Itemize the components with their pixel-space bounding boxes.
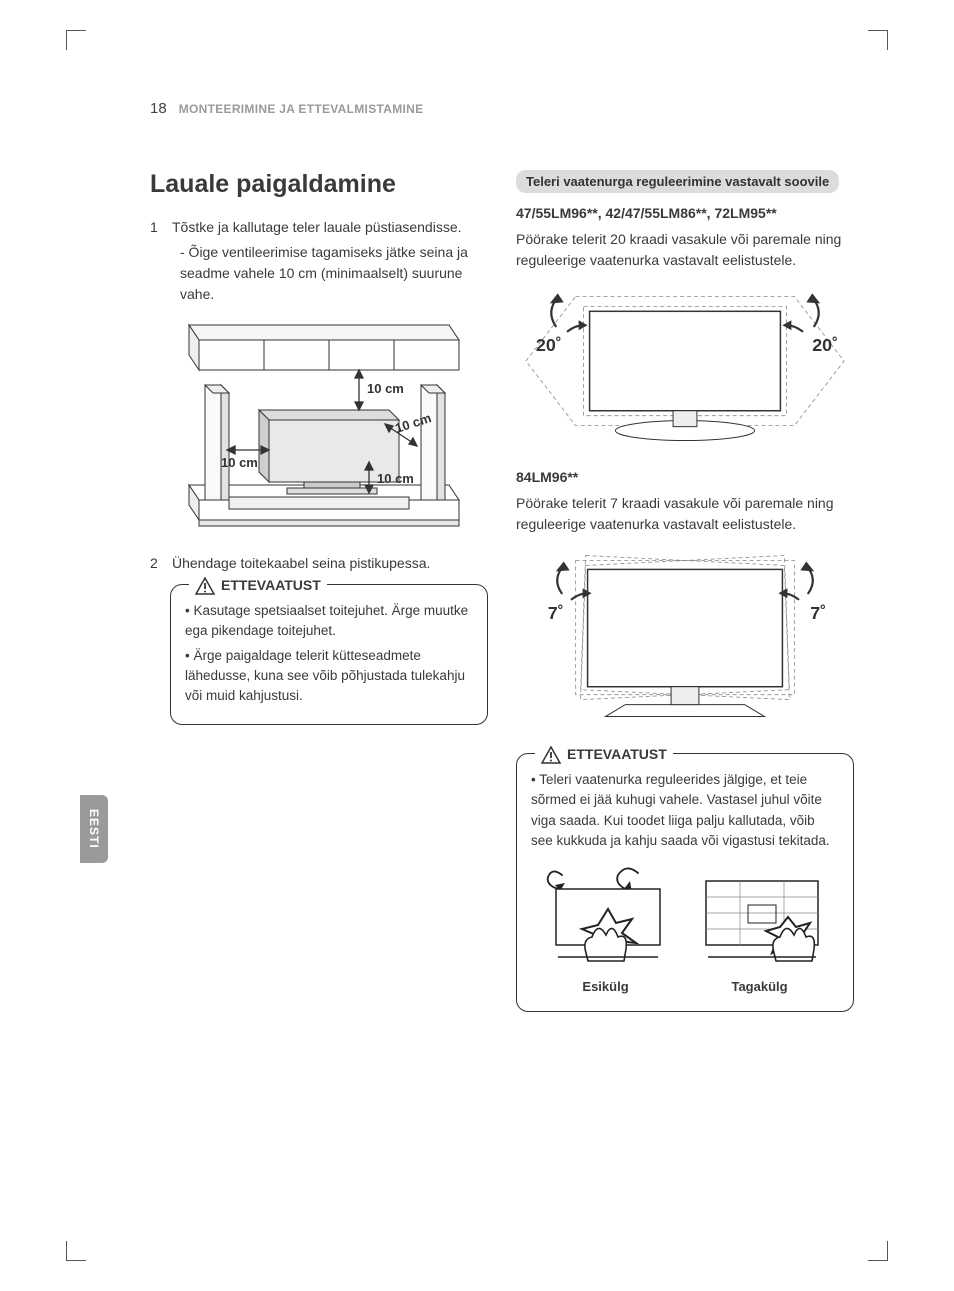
caution-label: ETTEVAATUST	[221, 575, 321, 596]
crop-mark	[868, 1241, 888, 1261]
warning-icon	[541, 746, 561, 764]
left-column: Lauale paigaldamine 1 Tõstke ja kallutag…	[150, 170, 488, 1012]
caution-item: Teleri vaatenurka reguleerides jälgige, …	[531, 770, 839, 851]
subsection-pill: Teleri vaatenurga reguleerimine vastaval…	[516, 170, 839, 193]
caution-box: ETTEVAATUST Kasutage spetsiaalset toitej…	[170, 584, 488, 725]
caution-box: ETTEVAATUST Teleri vaatenurka reguleerid…	[516, 753, 854, 1012]
page-header: 18 MONTEERIMINE JA ETTEVALMISTAMINE	[150, 100, 854, 117]
right-column: Teleri vaatenurga reguleerimine vastaval…	[516, 170, 854, 1012]
diagram-labels: Esikülg Tagakülg	[531, 977, 839, 997]
swivel-7-diagram: 7˚ 7˚	[516, 545, 854, 735]
paragraph: Pöörake telerit 7 kraadi vasakule või pa…	[516, 493, 854, 535]
step-subtext: - Õige ventileerimise tagamiseks jätke s…	[180, 242, 488, 305]
crop-mark	[868, 30, 888, 50]
section-header: MONTEERIMINE JA ETTEVALMISTAMINE	[179, 102, 424, 116]
caution-item: Kasutage spetsiaalset toitejuhet. Ärge m…	[185, 601, 473, 642]
warning-icon	[195, 577, 215, 595]
step-1: 1 Tõstke ja kallutage teler lauale püsti…	[150, 217, 488, 305]
angle-label: 20˚	[812, 335, 838, 355]
step-number: 2	[150, 553, 162, 574]
caution-title: ETTEVAATUST	[535, 744, 673, 765]
angle-label: 7˚	[548, 603, 564, 623]
swivel-20-diagram: 20˚ 20˚	[516, 281, 854, 451]
back-label: Tagakülg	[731, 977, 787, 997]
dim-label: 10 cm	[221, 455, 258, 470]
caution-label: ETTEVAATUST	[567, 744, 667, 765]
step-2: 2 Ühendage toitekaabel seina pistikupess…	[150, 553, 488, 574]
crop-mark	[66, 1241, 86, 1261]
step-number: 1	[150, 217, 162, 305]
angle-label: 7˚	[810, 603, 826, 623]
angle-label: 20˚	[536, 335, 562, 355]
front-pinch-diagram	[538, 861, 678, 971]
step-text: Tõstke ja kallutage teler lauale püstias…	[172, 217, 488, 238]
language-tab-label: EESTI	[87, 809, 101, 849]
page-number: 18	[150, 100, 167, 117]
clearance-diagram: 10 cm 10 cm 10 cm 10 cm	[150, 315, 488, 535]
dim-label: 10 cm	[377, 471, 414, 486]
model-list: 47/55LM96**, 42/47/55LM86**, 72LM95**	[516, 205, 854, 221]
crop-mark	[66, 30, 86, 50]
back-pinch-diagram	[692, 861, 832, 971]
front-label: Esikülg	[582, 977, 628, 997]
model-list: 84LM96**	[516, 469, 854, 485]
paragraph: Pöörake telerit 20 kraadi vasakule või p…	[516, 229, 854, 271]
page-content: 18 MONTEERIMINE JA ETTEVALMISTAMINE Laua…	[150, 100, 854, 1211]
page-title: Lauale paigaldamine	[150, 170, 488, 199]
caution-title: ETTEVAATUST	[189, 575, 327, 596]
dim-label: 10 cm	[367, 381, 404, 396]
language-tab: EESTI	[80, 795, 108, 863]
pinch-diagram-row	[531, 861, 839, 971]
step-text: Ühendage toitekaabel seina pistikupessa.	[172, 553, 488, 574]
caution-item: Ärge paigaldage telerit kütteseadmete lä…	[185, 646, 473, 707]
